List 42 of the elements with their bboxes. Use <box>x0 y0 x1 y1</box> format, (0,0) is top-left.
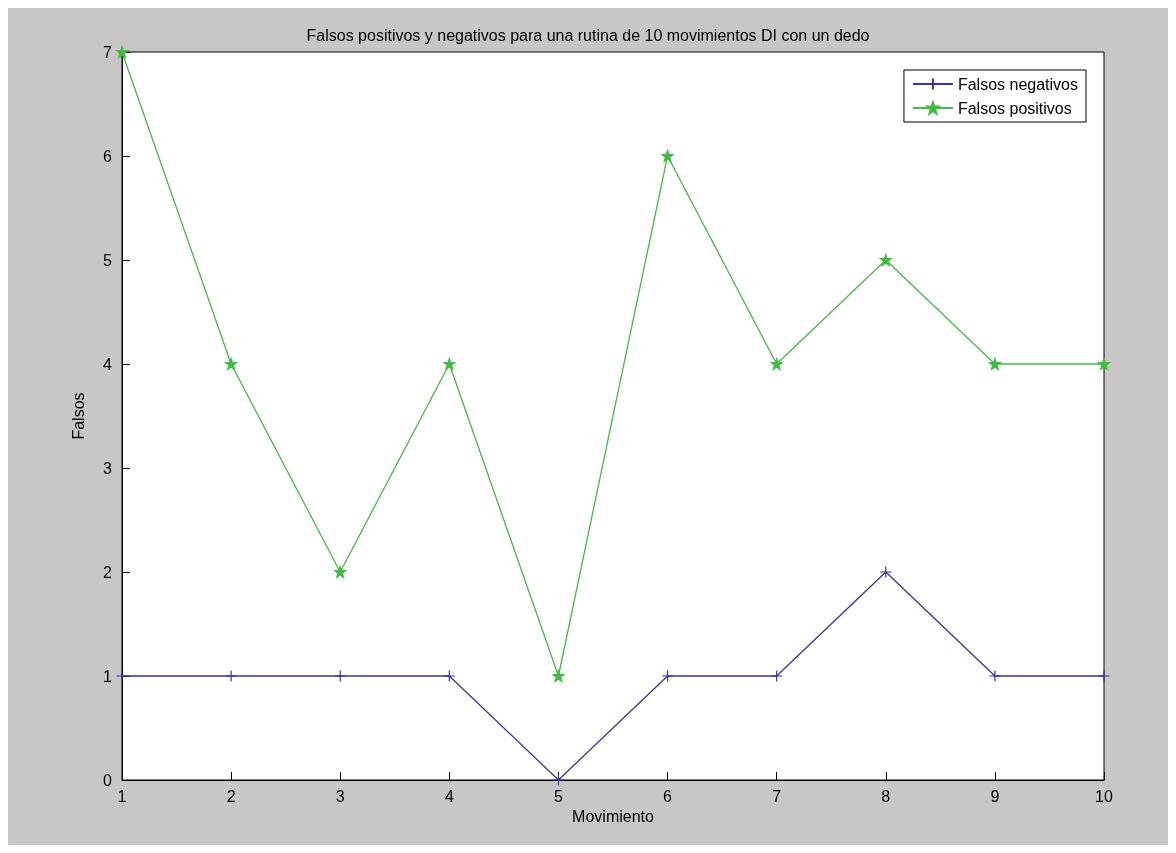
chart-title: Falsos positivos y negativos para una rutina de 10 movimientos DI con un dedo <box>306 26 870 44</box>
y-tick-label: 4 <box>103 355 113 373</box>
point <box>334 669 347 683</box>
point <box>443 357 456 371</box>
y-tick-label: 0 <box>103 771 113 789</box>
x-tick-label: 4 <box>444 787 454 805</box>
x-tick-label: 9 <box>990 787 1000 805</box>
x-tick-label: 8 <box>881 787 891 805</box>
point <box>115 669 129 683</box>
point <box>225 669 238 683</box>
x-tick-label: 6 <box>663 787 673 805</box>
x-tick-label: 2 <box>226 787 236 805</box>
point <box>552 773 565 787</box>
x-tick-label: 5 <box>553 787 563 805</box>
point <box>661 149 674 163</box>
point <box>988 357 1001 371</box>
x-tick-label: 10 <box>1095 787 1113 805</box>
y-axis-title: Falsos <box>69 392 87 440</box>
legend-label: Falsos positivos <box>957 99 1072 117</box>
y-tick-label: 5 <box>103 251 113 269</box>
x-axis-title: Movimiento <box>572 808 654 826</box>
y-tick-label: 1 <box>103 667 113 685</box>
legend-label: Falsos negativos <box>957 75 1078 93</box>
y-tick-label: 2 <box>103 563 113 581</box>
point <box>1097 357 1111 371</box>
point <box>225 357 238 371</box>
y-tick-label: 3 <box>103 459 113 477</box>
point <box>988 669 1001 683</box>
point <box>770 669 783 683</box>
x-tick-label: 1 <box>117 787 127 805</box>
point <box>1097 669 1111 683</box>
x-tick-label: 3 <box>335 787 345 805</box>
y-tick-label: 7 <box>103 43 113 61</box>
point <box>443 669 456 683</box>
point <box>661 669 674 683</box>
point <box>552 669 565 683</box>
point <box>770 357 783 371</box>
point <box>879 253 892 267</box>
y-tick-label: 6 <box>103 147 113 165</box>
point <box>334 565 347 579</box>
point <box>879 565 892 579</box>
x-tick-label: 7 <box>772 787 782 805</box>
